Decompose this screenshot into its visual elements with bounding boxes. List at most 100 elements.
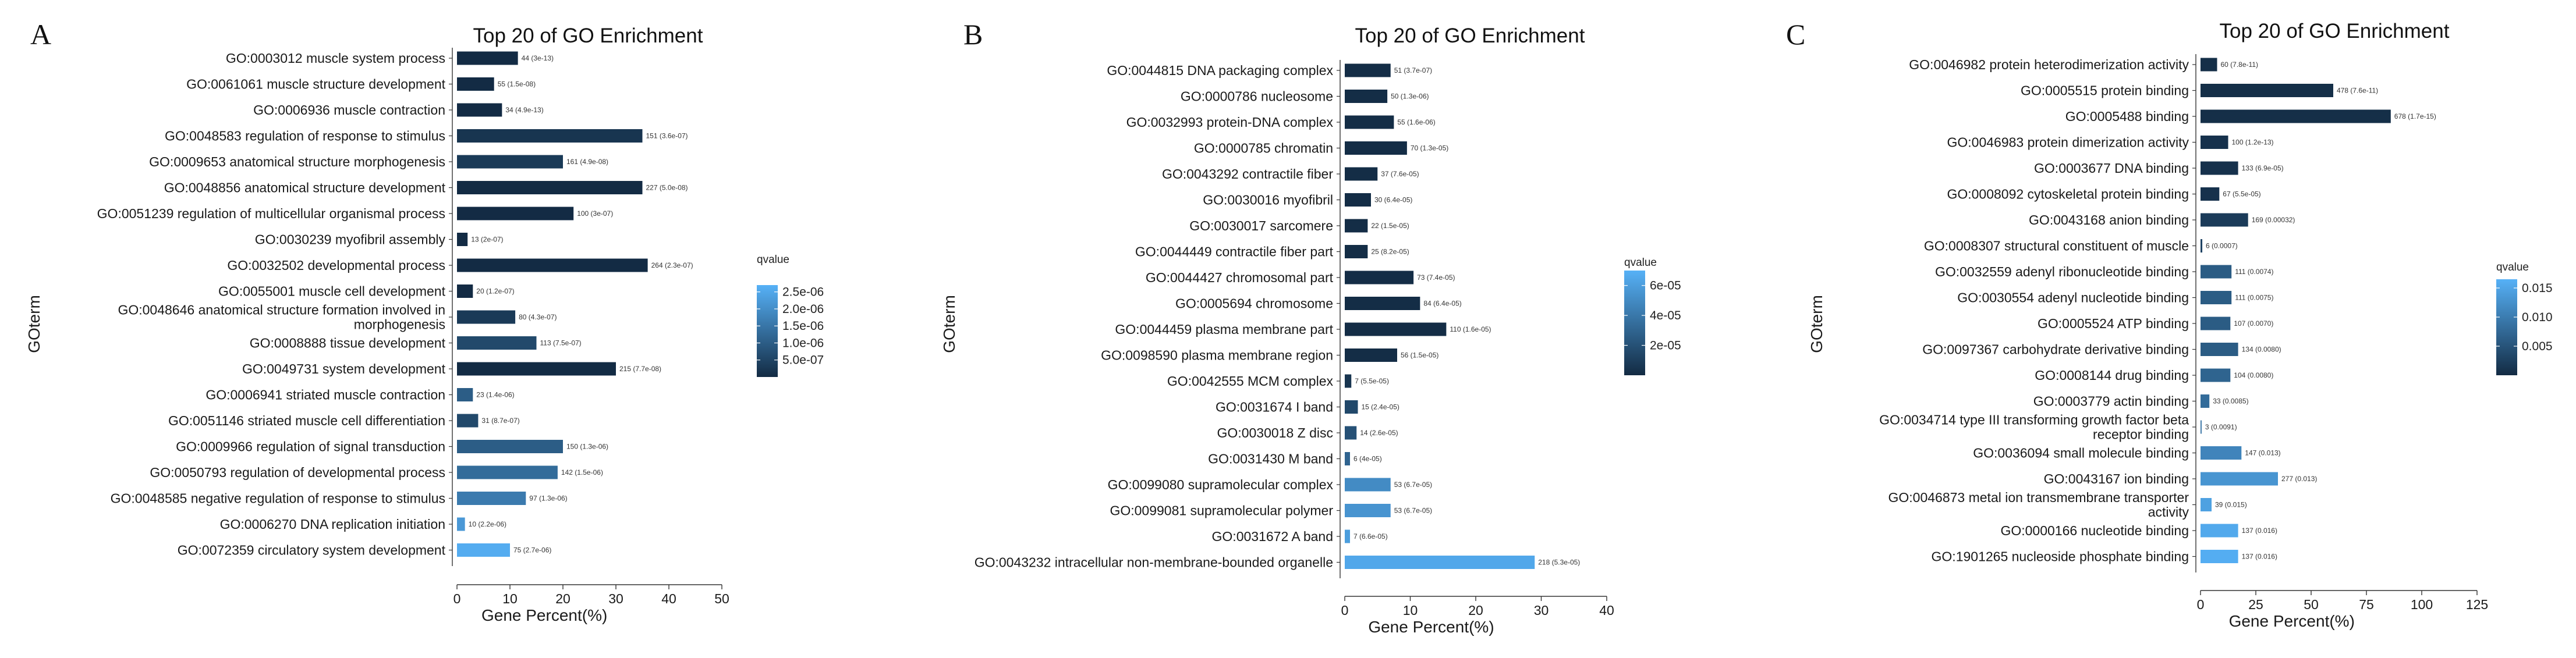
y-tick-label: GO:0044427 chromosomal part: [1146, 270, 1334, 285]
bar: [1345, 348, 1397, 362]
panel-b: B Top 20 of GO Enrichment GOterm 0 10 20 30 40 G…: [940, 18, 1681, 636]
bar: [1345, 63, 1391, 77]
y-tick-label: GO:0000785 chromatin: [1194, 141, 1333, 156]
y-tick-label: GO:0055001 muscle cell development: [218, 284, 446, 299]
x-tick-label: 25: [2248, 597, 2263, 612]
bar: [1345, 297, 1420, 310]
data-label: 169 (0.00032): [2252, 216, 2295, 224]
x-tick-label: 100: [2411, 597, 2433, 612]
bar: [457, 181, 643, 194]
x-axis-label: Gene Percent(%): [481, 606, 607, 624]
data-label: 33 (0.0085): [2213, 397, 2248, 406]
data-label: 13 (2e-07): [471, 236, 503, 244]
data-label: 53 (6.7e-05): [1394, 507, 1432, 515]
y-tick-label: GO:0030018 Z disc: [1217, 425, 1333, 440]
data-label: 142 (1.5e-06): [561, 468, 603, 476]
y-tick-label: GO:0048856 anatomical structure developm…: [164, 180, 446, 195]
bar: [2201, 239, 2203, 252]
data-label: 55 (1.5e-08): [498, 80, 536, 88]
colorbar-title: qvalue: [2496, 261, 2529, 273]
data-label: 134 (0.0080): [2242, 346, 2281, 354]
x-tick-label: 125: [2466, 597, 2488, 612]
y-tick-label: GO:0008092 cytoskeletal protein binding: [1947, 187, 2189, 202]
data-label: 15 (2.4e-05): [1362, 403, 1399, 411]
bar: [2201, 524, 2238, 538]
bar: [457, 129, 643, 143]
colorbar-tick-label: 5.0e-07: [782, 354, 824, 367]
y-tick-label: GO:0005488 binding: [2065, 109, 2189, 124]
data-label: 478 (7.6e-11): [2337, 87, 2378, 95]
y-tick-label: GO:0099080 supramolecular complex: [1108, 477, 1334, 492]
data-label: 277 (0.013): [2281, 475, 2317, 483]
colorbar-tick-label: 0.015: [2522, 282, 2553, 295]
colorbar-tick-label: 1.5e-06: [782, 319, 824, 333]
x-tick-label: 30: [1534, 603, 1549, 618]
bar: [1345, 219, 1368, 233]
y-tick-label: GO:0032993 protein-DNA complex: [1126, 115, 1334, 130]
y-tick-label: GO:0006270 DNA replication initiation: [220, 517, 445, 532]
colorbar: [2496, 279, 2517, 375]
data-label: 113 (7.5e-07): [540, 339, 582, 347]
panel-c: C Top 20 of GO Enrichment GOterm 0 25 50 75 100…: [1786, 18, 2553, 630]
data-label: 60 (7.8e-11): [2221, 61, 2258, 69]
y-tick-label: GO:0046983 protein dimerization activity: [1947, 135, 2189, 150]
colorbar-tick-label: 6e-05: [1650, 279, 1681, 293]
bar: [457, 233, 468, 246]
panel-label: A: [30, 18, 51, 51]
y-tick-label: GO:0049731 system development: [242, 361, 446, 376]
bar: [457, 517, 465, 531]
bar: [457, 465, 558, 479]
colorbar-tick-label: 0.005: [2522, 340, 2553, 353]
bar: [2201, 343, 2238, 356]
data-label: 23 (1.4e-06): [476, 391, 514, 399]
data-label: 30 (6.4e-05): [1374, 196, 1412, 204]
data-label: 56 (1.5e-05): [1401, 351, 1438, 360]
bar: [457, 284, 473, 298]
y-tick-label: GO:0043292 contractile fiber: [1162, 166, 1333, 182]
y-tick-label: GO:0043232 intracellular non-membrane-bo…: [975, 555, 1333, 570]
panel-a: A Top 20 of GO Enrichment GOterm 0 10 20 30 40 5…: [25, 18, 824, 624]
data-label: 133 (6.9e-05): [2242, 164, 2284, 172]
y-tick-label: GO:0030239 myofibril assembly: [255, 232, 446, 247]
data-label: 20 (1.2e-07): [476, 287, 514, 296]
data-label: 151 (3.6e-07): [646, 132, 688, 140]
data-label: 111 (0.0075): [2235, 294, 2273, 302]
y-tick-label: GO:0000166 nucleotide binding: [2000, 523, 2189, 538]
data-label: 150 (1.3e-06): [566, 443, 608, 451]
bar: [2201, 84, 2333, 97]
y-axis-label: GOterm: [1808, 295, 1826, 353]
bar: [2201, 291, 2232, 304]
chart-title: Top 20 of GO Enrichment: [473, 24, 703, 47]
y-tick-label: GO:0042555 MCM complex: [1167, 374, 1334, 389]
data-label: 215 (7.7e-08): [619, 365, 661, 373]
colorbar-tick-label: 2.5e-06: [782, 286, 824, 299]
colorbar-tick-label: 1.0e-06: [782, 336, 824, 350]
y-tick-label: GO:0048646 anatomical structure formatio…: [118, 303, 445, 332]
bar: [457, 440, 563, 453]
bar: [2201, 161, 2238, 175]
data-label: 14 (2.6e-05): [1360, 429, 1398, 437]
bar: [1345, 400, 1358, 414]
y-tick-label: GO:0044449 contractile fiber part: [1135, 244, 1334, 259]
bar: [2201, 187, 2220, 201]
data-label: 111 (0.0074): [2235, 268, 2273, 276]
y-tick-label: GO:0048585 negative regulation of respon…: [111, 491, 445, 506]
y-tick-label: GO:0032559 adenyl ribonucleotide binding: [1935, 264, 2189, 279]
data-label: 110 (1.6e-05): [1450, 325, 1491, 333]
y-tick-label: GO:0048583 regulation of response to sti…: [165, 129, 445, 144]
y-tick-label: GO:1901265 nucleoside phosphate binding: [1932, 549, 2189, 564]
chart-title: Top 20 of GO Enrichment: [1355, 24, 1585, 47]
data-label: 31 (8.7e-07): [481, 417, 519, 425]
data-label: 3 (0.0091): [2205, 423, 2237, 431]
bar: [1345, 322, 1447, 336]
colorbar-tick-label: 2e-05: [1650, 339, 1681, 353]
bar: [457, 336, 537, 350]
y-axis-label: GOterm: [940, 295, 958, 353]
data-label: 39 (0.015): [2215, 501, 2247, 509]
data-label: 104 (0.0080): [2234, 371, 2273, 379]
y-tick-label: GO:0005694 chromosome: [1175, 296, 1333, 311]
y-tick-label: GO:0030016 myofibril: [1203, 193, 1333, 208]
bar: [457, 492, 526, 505]
